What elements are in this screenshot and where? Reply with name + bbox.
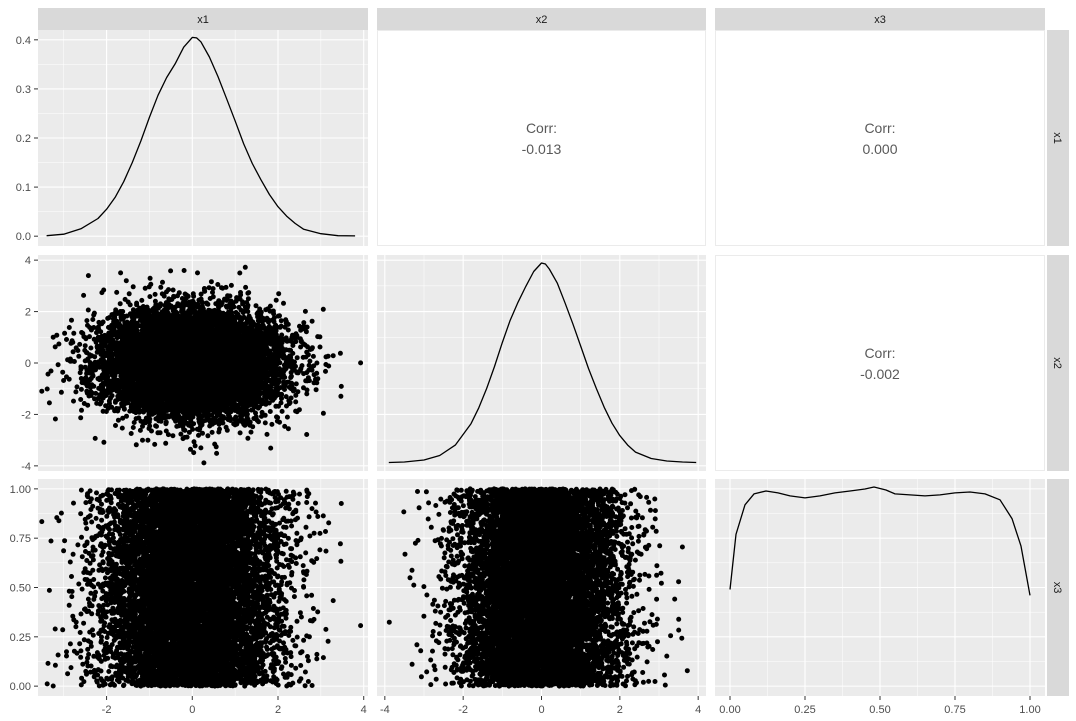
corr-value: -0.013 bbox=[522, 141, 562, 157]
x-tick-label: 0.75 bbox=[944, 704, 965, 716]
y-tick-label: 4 bbox=[25, 255, 31, 267]
x-tick-label: 0 bbox=[538, 704, 544, 716]
panel-x1-x2: Corr: -0.013 bbox=[377, 30, 706, 246]
strip-right-x3 bbox=[1047, 479, 1069, 696]
left-axis: 0.0 0.1 0.2 0.3 0.4 -4 -2 0 2 4 0.00 0.25 0.50 0.75 1.… bbox=[10, 35, 38, 693]
x-tick-label: -2 bbox=[458, 704, 468, 716]
x-tick-label: 2 bbox=[617, 704, 623, 716]
strip-right-label-x1: x1 bbox=[1051, 132, 1063, 144]
y-tick-label: 1.00 bbox=[10, 484, 31, 496]
y-tick-label: 0 bbox=[25, 358, 31, 370]
panel-x2-x2 bbox=[377, 255, 706, 471]
x-tick-label: 0.00 bbox=[719, 704, 740, 716]
scatter-points-x1-vs-x2 bbox=[39, 264, 364, 466]
bottom-axis: -2 0 2 4 -4 -2 0 2 4 0.00 0.25 0.50 0.75 1.00 bbox=[102, 696, 1041, 716]
density-line-x1 bbox=[46, 36, 356, 237]
y-tick-label: 0.3 bbox=[16, 84, 31, 96]
x-tick-label: 4 bbox=[695, 704, 701, 716]
x-tick-label: -4 bbox=[380, 704, 390, 716]
panels-layer: Corr: -0.013 Corr: 0.000 Corr: -0.002 bbox=[38, 30, 1045, 696]
y-tick-label: 0.00 bbox=[10, 681, 31, 693]
density-line-x2 bbox=[388, 262, 697, 464]
panel-x3-x3 bbox=[715, 479, 1045, 696]
strip-right-x1 bbox=[1047, 30, 1069, 246]
corr-value: 0.000 bbox=[862, 141, 897, 157]
density-line-x3 bbox=[729, 486, 1031, 596]
panel-x3-x2 bbox=[377, 479, 706, 696]
strip-top-label-x3: x3 bbox=[874, 14, 886, 26]
x-tick-label: 1.00 bbox=[1019, 704, 1040, 716]
corr-label: Corr: bbox=[526, 120, 557, 136]
top-strips: x1 x2 x3 bbox=[38, 8, 1045, 30]
corr-label: Corr: bbox=[864, 345, 895, 361]
panel-x1-x3: Corr: 0.000 bbox=[715, 30, 1045, 246]
y-tick-label: -4 bbox=[21, 461, 31, 473]
corr-panel-bg bbox=[715, 255, 1045, 471]
panel-x3-x1 bbox=[38, 479, 368, 696]
y-tick-label: 0.50 bbox=[10, 583, 31, 595]
y-tick-label: 2 bbox=[25, 307, 31, 319]
x-tick-label: 0.25 bbox=[794, 704, 815, 716]
right-strips: x1 x2 x3 bbox=[1047, 30, 1069, 696]
y-tick-label: 0.2 bbox=[16, 133, 31, 145]
panel-x2-x1 bbox=[38, 255, 368, 471]
scatter-points-x2-vs-x3 bbox=[386, 486, 690, 689]
panel-x1-x1 bbox=[38, 30, 368, 246]
x-tick-label: -2 bbox=[102, 704, 112, 716]
x-tick-label: 2 bbox=[275, 704, 281, 716]
panel-x2-x3: Corr: -0.002 bbox=[715, 255, 1045, 471]
strip-top-label-x1: x1 bbox=[197, 14, 209, 26]
strip-top-x2 bbox=[377, 8, 706, 30]
strip-top-label-x2: x2 bbox=[536, 14, 548, 26]
strip-top-x1 bbox=[38, 8, 368, 30]
y-tick-label: 0.75 bbox=[10, 533, 31, 545]
corr-value: -0.002 bbox=[860, 366, 900, 382]
y-tick-label: -2 bbox=[21, 409, 31, 421]
x-tick-label: 4 bbox=[361, 704, 367, 716]
x-tick-label: 0 bbox=[189, 704, 195, 716]
strip-top-x3 bbox=[715, 8, 1045, 30]
y-tick-label: 0.4 bbox=[16, 35, 31, 47]
y-tick-label: 0.1 bbox=[16, 182, 31, 194]
corr-panel-bg bbox=[377, 30, 706, 246]
x-tick-label: 0.50 bbox=[869, 704, 890, 716]
strip-right-label-x3: x3 bbox=[1051, 582, 1063, 594]
scatter-points-x1-vs-x3 bbox=[39, 486, 364, 689]
corr-label: Corr: bbox=[864, 120, 895, 136]
strip-right-x2 bbox=[1047, 255, 1069, 471]
y-tick-label: 0.0 bbox=[16, 231, 31, 243]
y-tick-label: 0.25 bbox=[10, 632, 31, 644]
strip-right-label-x2: x2 bbox=[1051, 357, 1063, 369]
corr-panel-bg bbox=[715, 30, 1045, 246]
